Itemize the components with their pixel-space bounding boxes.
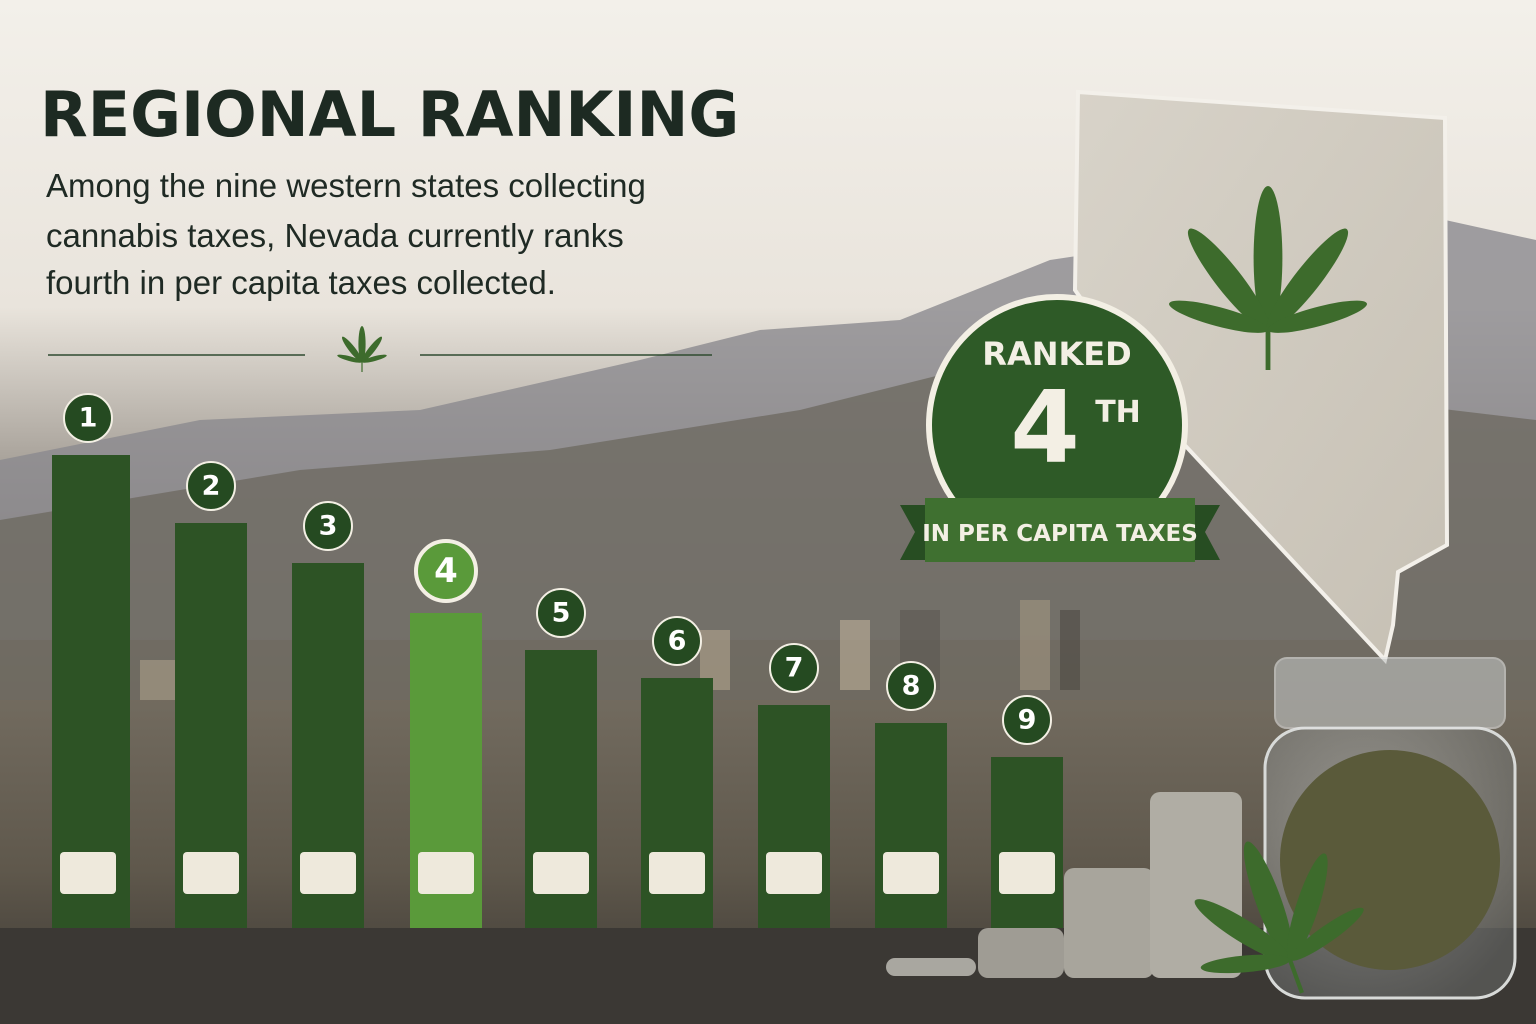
state-shape — [60, 852, 116, 894]
description: Among the nine western states collecting — [46, 167, 646, 204]
rank-label: 9 — [1018, 705, 1037, 736]
rank-badge — [886, 661, 936, 711]
rank-badge — [1002, 695, 1052, 745]
rank-badge — [186, 461, 236, 511]
bar — [758, 705, 830, 928]
coins — [886, 792, 1242, 978]
bar — [52, 455, 130, 928]
ribbon-text: IN PER CAPITA TAXES — [922, 521, 1198, 547]
rank-label: 3 — [319, 511, 338, 542]
rank-badge — [769, 643, 819, 693]
badge-suffix: TH — [1095, 395, 1141, 430]
rank-label: 2 — [202, 471, 221, 502]
rank-badge — [652, 616, 702, 666]
rank-label: 1 — [79, 403, 98, 434]
rank-label: 4 — [434, 551, 458, 591]
state-shape — [649, 852, 705, 894]
rank-badge — [414, 539, 478, 603]
badge-rank: 4 — [1010, 369, 1080, 486]
description: cannabis taxes, Nevada currently ranks — [46, 217, 624, 254]
rank-badge — [536, 588, 586, 638]
rank-label: 5 — [552, 598, 571, 629]
state-shape — [883, 852, 939, 894]
jar — [1164, 657, 1517, 1023]
bar — [875, 723, 947, 928]
rank-label: 8 — [902, 671, 921, 702]
badge-label: RANKED — [982, 335, 1131, 373]
ribbon — [925, 498, 1195, 562]
state-shape — [300, 852, 356, 894]
state-shape — [999, 852, 1055, 894]
state-shape — [418, 852, 474, 894]
description: fourth in per capita taxes collected. — [46, 264, 556, 301]
state-shape — [766, 852, 822, 894]
rank-badge — [303, 501, 353, 551]
title: REGIONAL RANKING — [40, 78, 739, 151]
state-shape — [533, 852, 589, 894]
state-shape — [183, 852, 239, 894]
rank-badge — [63, 393, 113, 443]
bar — [991, 757, 1063, 928]
rank-label: 7 — [785, 653, 804, 684]
rank-label: 6 — [668, 626, 687, 657]
bars: 1 2 3 4 5 6 7 8 9 — [52, 393, 1063, 928]
